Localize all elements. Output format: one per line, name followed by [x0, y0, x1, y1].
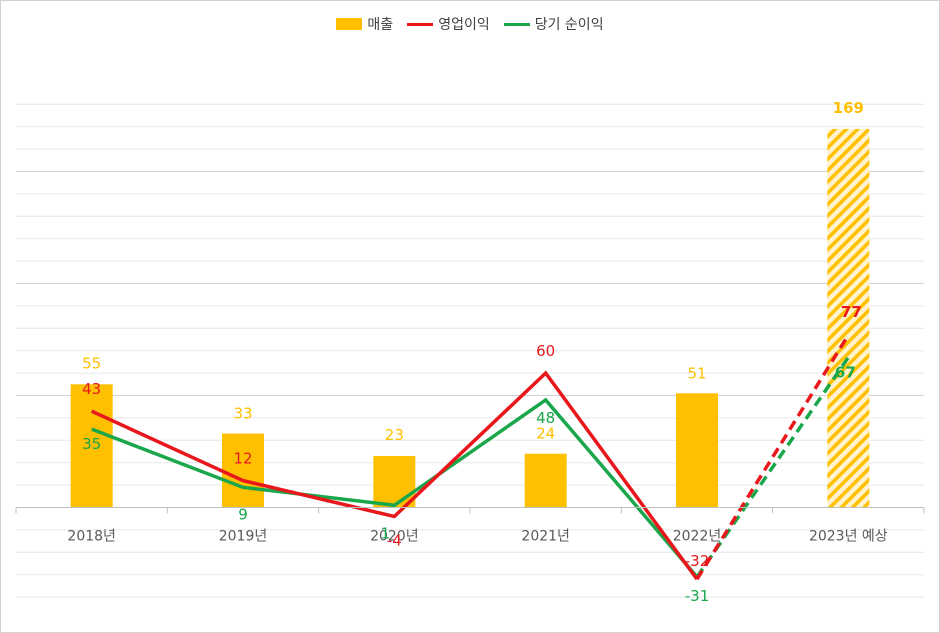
legend-label-sales: 매출 [367, 17, 394, 33]
data-label: 48 [536, 409, 555, 427]
data-label: 33 [233, 405, 252, 423]
legend: 매출 영업이익 당기 순이익 [0, 14, 940, 34]
series-line [90, 370, 699, 581]
data-label: 12 [233, 450, 252, 468]
data-label: -32 [685, 552, 710, 570]
legend-item-sales: 매출 [336, 14, 393, 34]
x-tick-label: 2023년 예상 [809, 529, 888, 545]
legend-swatch-net-income [503, 22, 530, 26]
data-label: 9 [238, 505, 248, 523]
data-label: 24 [536, 425, 555, 443]
legend-swatch-operating-profit [407, 22, 434, 26]
x-tick-label: 2018년 [67, 529, 116, 545]
series-line [91, 397, 699, 579]
data-label: 77 [841, 303, 862, 321]
x-tick-label: 2020년 [370, 529, 419, 545]
data-label: 55 [82, 354, 101, 372]
data-label: 35 [82, 435, 101, 453]
data-label: 67 [835, 363, 856, 381]
x-tick-label: 2022년 [673, 529, 722, 545]
data-label: 1 [381, 524, 391, 542]
legend-label-net-income: 당기 순이익 [534, 17, 604, 33]
bar [222, 433, 264, 508]
x-tick-label: 2021년 [521, 529, 570, 545]
bar [676, 393, 718, 508]
bar [524, 453, 567, 508]
bar [373, 455, 416, 508]
forecast-bar [827, 128, 870, 508]
data-label: -4 [387, 531, 402, 549]
x-tick-label: 2019년 [219, 529, 268, 545]
legend-swatch-sales [336, 18, 363, 30]
data-label: 169 [833, 99, 864, 117]
data-label: 60 [536, 342, 555, 360]
data-label: 23 [385, 426, 404, 444]
legend-item-net-income: 당기 순이익 [503, 14, 604, 34]
data-label: 43 [82, 380, 101, 398]
legend-item-operating-profit: 영업이익 [407, 14, 490, 34]
data-label: 51 [687, 364, 706, 382]
bar [70, 384, 113, 508]
forecast-line [695, 356, 850, 578]
legend-label-operating-profit: 영업이익 [438, 17, 490, 33]
data-label: -31 [685, 587, 710, 605]
